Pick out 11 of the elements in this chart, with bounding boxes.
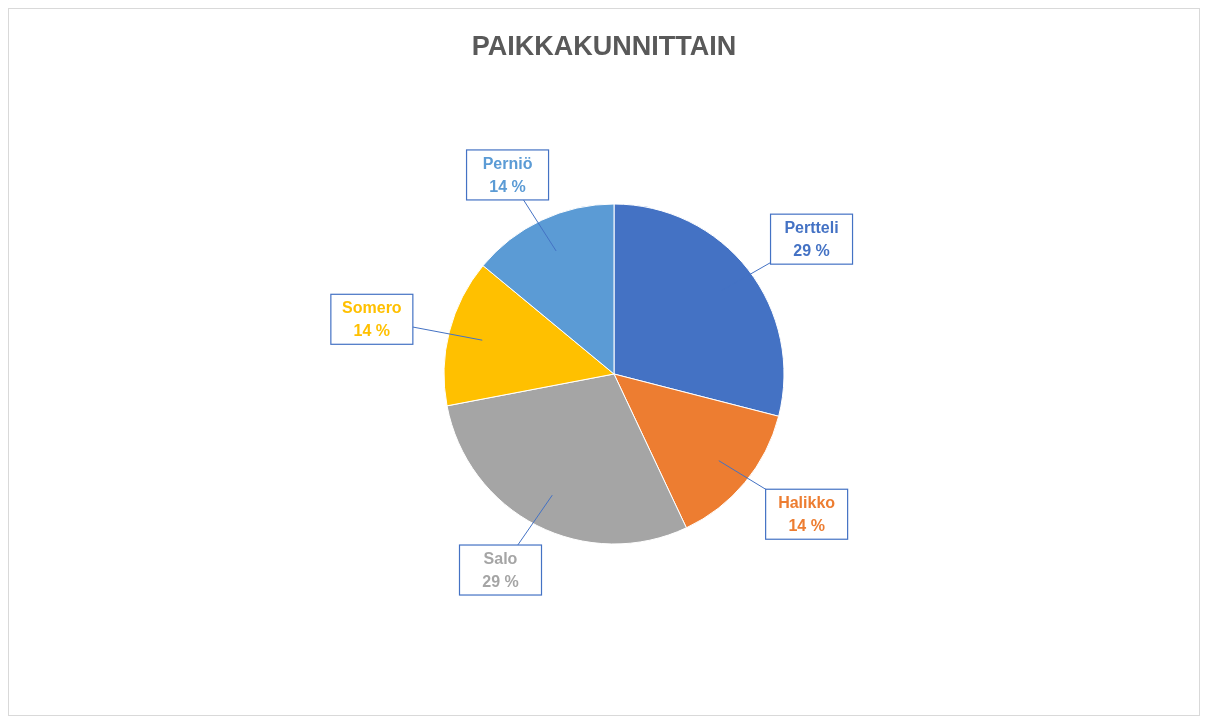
data-label: 29 % xyxy=(482,573,519,591)
slice-label: Halikko xyxy=(778,494,836,512)
slice-label: Somero xyxy=(342,299,402,317)
chart-title: PAIKKAKUNNITTAIN xyxy=(470,31,738,62)
slice-label: Salo xyxy=(483,550,518,568)
slice-label: Perniö xyxy=(482,154,533,172)
slice-label: Pertteli xyxy=(784,219,839,237)
data-label: 29 % xyxy=(793,242,830,260)
data-label: 14 % xyxy=(353,322,391,340)
data-label: 14 % xyxy=(788,517,825,535)
data-label: 14 % xyxy=(489,177,526,195)
